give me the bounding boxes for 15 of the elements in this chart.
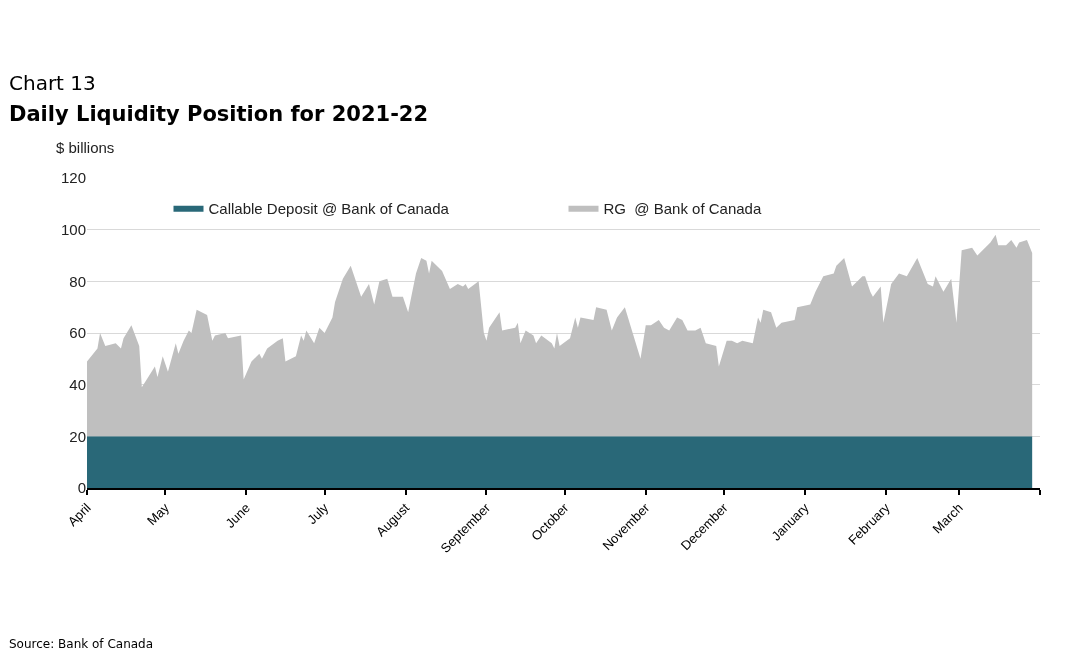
source-note: Source: Bank of Canada bbox=[9, 637, 154, 651]
y-tick-label: 40 bbox=[69, 375, 86, 393]
legend-label: RG @ Bank of Canada bbox=[603, 199, 762, 217]
y-tick-label: 60 bbox=[69, 324, 86, 342]
chart-subtitle: Daily Liquidity Position for 2021-22 bbox=[9, 102, 429, 126]
x-tick-label: July bbox=[304, 499, 332, 528]
y-tick-label: 80 bbox=[69, 272, 86, 290]
y-tick-label: 120 bbox=[60, 169, 86, 187]
chart-title: Chart 13 bbox=[9, 71, 96, 95]
y-tick-label: 100 bbox=[60, 220, 86, 238]
y-tick-label: 0 bbox=[77, 479, 86, 497]
legend-label: Callable Deposit @ Bank of Canada bbox=[208, 199, 450, 217]
y-tick-label: 20 bbox=[69, 427, 86, 445]
y-axis-title: $ billions bbox=[56, 139, 115, 156]
x-tick-label: May bbox=[144, 499, 173, 529]
